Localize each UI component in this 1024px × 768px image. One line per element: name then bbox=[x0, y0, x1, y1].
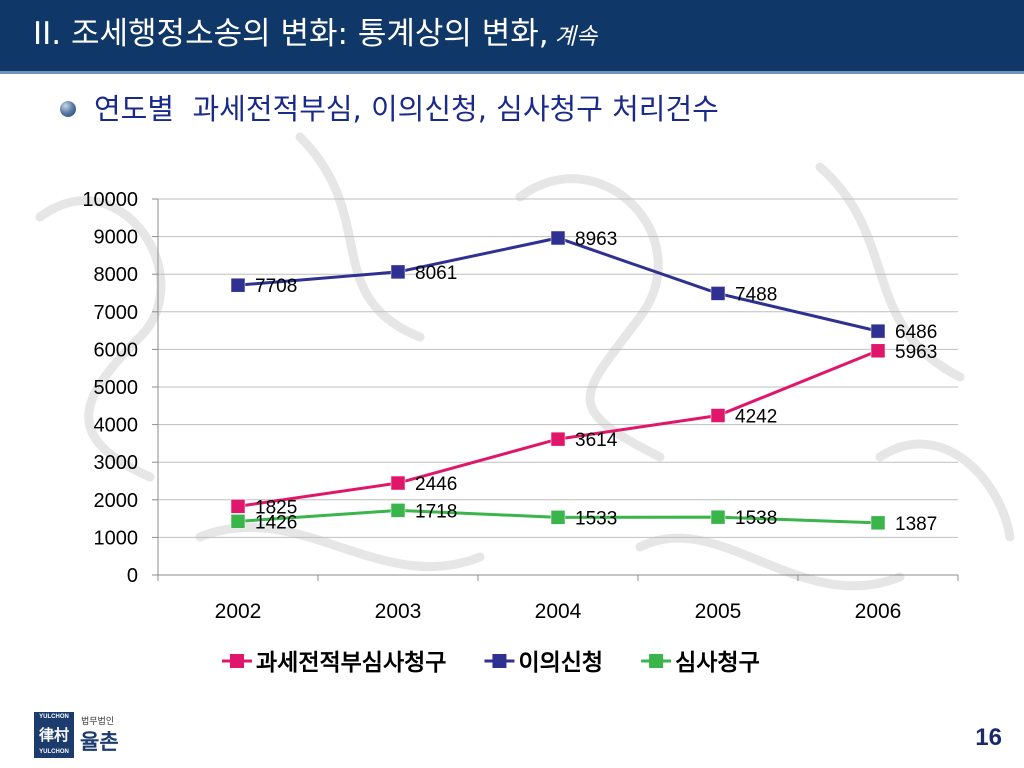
data-point bbox=[550, 230, 566, 246]
data-point bbox=[870, 515, 886, 531]
logo-english-top: YULCHON bbox=[39, 714, 69, 720]
data-label: 3614 bbox=[575, 430, 618, 451]
x-tick-label: 2005 bbox=[695, 600, 742, 623]
y-tick-label: 10000 bbox=[82, 189, 138, 211]
legend-label: 심사청구 bbox=[675, 649, 760, 675]
data-point bbox=[550, 431, 566, 447]
legend-marker bbox=[492, 654, 507, 668]
data-point bbox=[710, 286, 726, 301]
x-tick-label: 2003 bbox=[375, 600, 422, 623]
y-tick-label: 4000 bbox=[94, 415, 139, 437]
legend-label: 이의신청 bbox=[518, 649, 603, 675]
x-tick-label: 2002 bbox=[215, 600, 262, 623]
bullet-icon bbox=[60, 101, 76, 117]
data-label: 1426 bbox=[255, 512, 297, 533]
y-tick-label: 5000 bbox=[94, 377, 139, 399]
data-point bbox=[230, 499, 246, 514]
y-tick-label: 3000 bbox=[94, 452, 139, 474]
data-label: 8061 bbox=[415, 263, 457, 284]
data-label: 4242 bbox=[735, 407, 777, 428]
data-point bbox=[710, 408, 726, 423]
data-label: 5963 bbox=[895, 342, 937, 363]
legend-marker bbox=[649, 654, 664, 668]
legend-label: 과세전적부심사청구 bbox=[256, 649, 446, 675]
slide-title-text: II. 조세행정소송의 변화: 통계상의 변화, bbox=[33, 16, 549, 52]
slide-title: II. 조세행정소송의 변화: 통계상의 변화, 계속 bbox=[33, 14, 597, 57]
data-label: 1533 bbox=[575, 508, 617, 529]
data-point bbox=[230, 277, 246, 293]
y-tick-label: 2000 bbox=[94, 490, 139, 512]
series-line bbox=[237, 349, 879, 508]
slide-subtitle: 연도별 과세전적부심, 이의신청, 심사청구 처리건수 bbox=[94, 92, 719, 126]
data-label: 2446 bbox=[415, 474, 457, 495]
y-tick-label: 9000 bbox=[94, 227, 139, 249]
y-tick-label: 7000 bbox=[94, 302, 139, 324]
slide-title-continued: 계속 bbox=[554, 24, 597, 50]
yulchon-logo: YULCHON 律村 YULCHON bbox=[34, 712, 74, 758]
logo-seal: 律村 bbox=[38, 726, 69, 744]
x-tick-label: 2004 bbox=[535, 600, 582, 623]
data-point bbox=[870, 323, 886, 339]
data-label: 1825 bbox=[255, 497, 297, 518]
data-label: 8963 bbox=[575, 229, 617, 250]
data-label: 1538 bbox=[735, 508, 777, 529]
data-label: 7488 bbox=[735, 284, 777, 305]
y-tick-label: 6000 bbox=[94, 339, 139, 361]
y-tick-label: 8000 bbox=[94, 264, 139, 286]
data-point bbox=[870, 343, 886, 359]
series-line bbox=[237, 236, 879, 333]
legend-marker bbox=[230, 654, 244, 668]
data-label: 7708 bbox=[255, 276, 297, 297]
data-point bbox=[390, 264, 406, 280]
logo-firm-name: 율촌 bbox=[80, 729, 119, 754]
data-point bbox=[230, 514, 246, 529]
line-chart: 0 1000 2000 3000 4000 5000 6000 7000 8000 9000 100… bbox=[82, 189, 959, 675]
data-point bbox=[550, 510, 566, 525]
data-label: 1387 bbox=[895, 514, 937, 535]
y-tick-label: 1000 bbox=[94, 527, 139, 549]
data-label: 1718 bbox=[415, 501, 457, 522]
slide-header: II. 조세행정소송의 변화: 통계상의 변화, 계속 bbox=[0, 0, 1024, 74]
data-point bbox=[390, 475, 406, 491]
logo-firm-type: 법무법인 bbox=[81, 717, 115, 727]
data-label: 6486 bbox=[895, 322, 937, 343]
data-point bbox=[710, 509, 726, 525]
x-tick-label: 2006 bbox=[855, 600, 902, 623]
page-number: 16 bbox=[975, 724, 1002, 751]
y-tick-label: 0 bbox=[127, 565, 138, 587]
data-point bbox=[390, 503, 406, 518]
logo-english-bottom: YULCHON bbox=[39, 749, 69, 755]
